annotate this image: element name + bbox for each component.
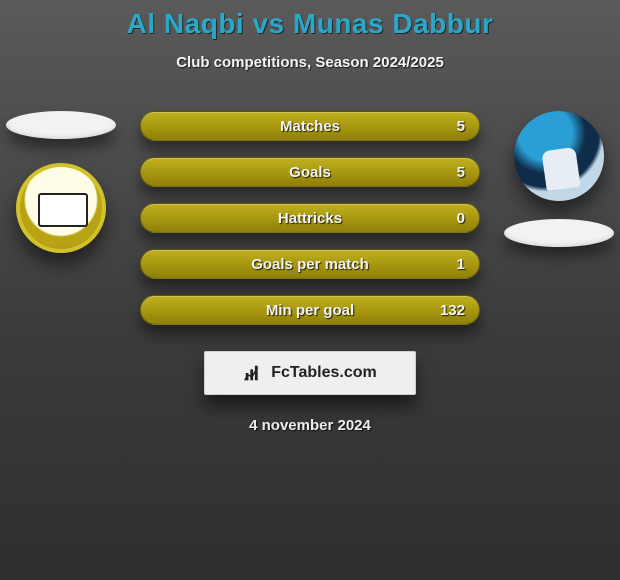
- stat-bar: Matches5: [140, 111, 480, 141]
- stat-bar: Hattricks0: [140, 203, 480, 233]
- stat-label: Goals: [141, 158, 479, 186]
- player-left-shadow-oval: [6, 111, 116, 139]
- player-right-shadow-oval: [504, 219, 614, 247]
- stat-value-right: 5: [443, 158, 479, 186]
- stat-value-right: 1: [443, 250, 479, 278]
- stat-bars: Matches5Goals5Hattricks0Goals per match1…: [140, 111, 480, 325]
- fctables-logo-text: FcTables.com: [271, 364, 377, 382]
- fctables-logo[interactable]: FcTables.com: [204, 351, 416, 395]
- date-line: 4 november 2024: [0, 417, 620, 434]
- stat-bar: Goals5: [140, 157, 480, 187]
- stat-bar: Min per goal132: [140, 295, 480, 325]
- comparison-stage: Matches5Goals5Hattricks0Goals per match1…: [0, 111, 620, 325]
- comparison-card: Al Naqbi vs Munas Dabbur Club competitio…: [0, 0, 620, 580]
- player-left-club-badge: [16, 163, 106, 253]
- chart-icon: [243, 362, 265, 384]
- subtitle: Club competitions, Season 2024/2025: [0, 54, 620, 71]
- stat-label: Hattricks: [141, 204, 479, 232]
- stat-value-right: 5: [443, 112, 479, 140]
- player-right-photo: [514, 111, 604, 201]
- stat-bar: Goals per match1: [140, 249, 480, 279]
- stat-value-right: 0: [443, 204, 479, 232]
- stat-value-right: 132: [426, 296, 479, 324]
- stat-label: Goals per match: [141, 250, 479, 278]
- stat-label: Matches: [141, 112, 479, 140]
- page-title: Al Naqbi vs Munas Dabbur: [0, 0, 620, 40]
